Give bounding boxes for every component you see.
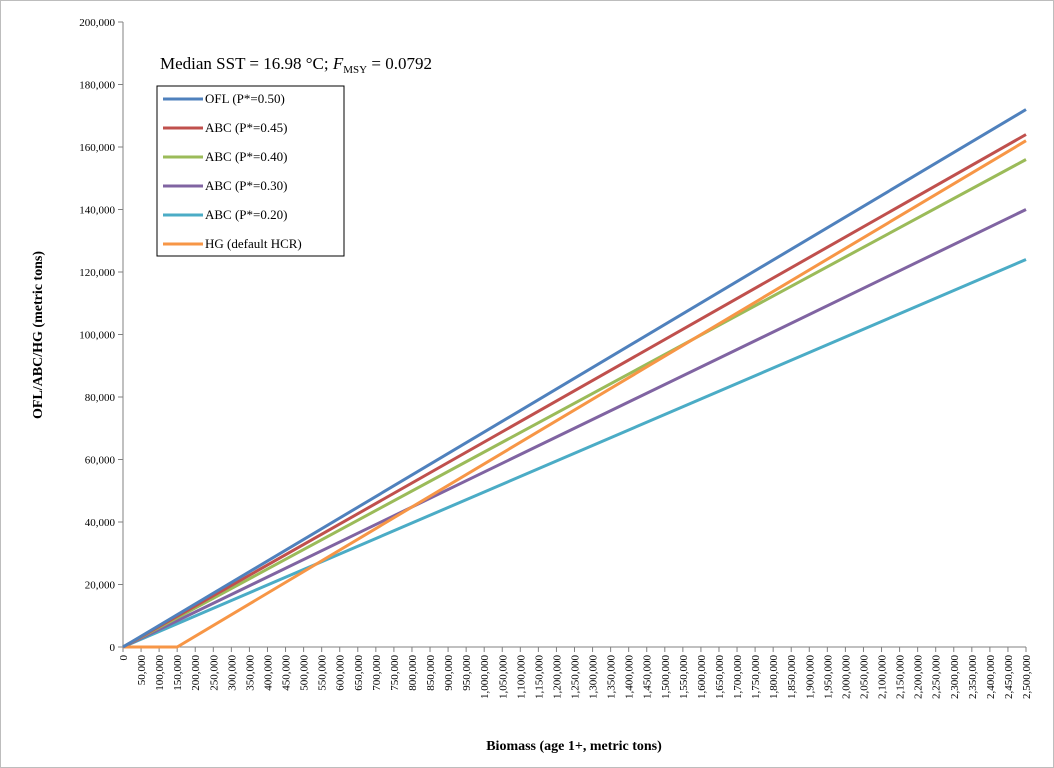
x-tick-label: 1,150,000: [533, 655, 545, 700]
y-axis-title: OFL/ABC/HG (metric tons): [31, 251, 46, 419]
x-tick-label: 600,000: [335, 655, 347, 691]
series-line-0: [122, 108, 1027, 649]
y-tick-label: 200,000: [79, 17, 115, 29]
y-tick-label: 80,000: [85, 392, 116, 404]
x-tick-label: 350,000: [244, 655, 256, 691]
legend-label: OFL (P*=0.50): [205, 91, 285, 106]
x-tick-label: 50,000: [136, 655, 148, 686]
x-tick-label: 1,100,000: [515, 655, 527, 700]
y-tick-label: 140,000: [79, 205, 115, 217]
x-tick-label: 1,500,000: [660, 655, 672, 700]
x-tick-label: 450,000: [281, 655, 293, 691]
x-axis-title: Biomass (age 1+, metric tons): [486, 739, 662, 754]
x-tick-label: 2,450,000: [1003, 655, 1015, 700]
annotation-f-label: F: [332, 54, 344, 73]
x-tick-label: 2,350,000: [967, 655, 979, 700]
x-tick-label: 650,000: [353, 655, 365, 691]
chart-annotation: Median SST = 16.98 °C; FMSY = 0.0792: [160, 54, 432, 76]
y-tick-label: 0: [110, 642, 116, 654]
y-tick-label: 120,000: [79, 267, 115, 279]
x-tick-label: 500,000: [299, 655, 311, 691]
annotation-prefix: Median SST = 16.98 °C;: [160, 54, 333, 73]
y-tick-label: 180,000: [79, 80, 115, 92]
legend-box: [156, 85, 345, 257]
x-tick-label: 1,650,000: [714, 655, 726, 700]
x-tick-label: 2,300,000: [949, 655, 961, 700]
x-tick-label: 550,000: [317, 655, 329, 691]
x-tick-label: 1,300,000: [588, 655, 600, 700]
x-tick-label: 2,400,000: [985, 655, 997, 700]
x-tick-label: 1,250,000: [570, 655, 582, 700]
x-tick-label: 800,000: [407, 655, 419, 691]
annotation-f-subscript: MSY: [343, 64, 367, 76]
y-tick-label: 160,000: [79, 142, 115, 154]
x-tick-label: 2,150,000: [895, 655, 907, 700]
series-lines: [122, 108, 1027, 649]
x-tick-label: 0: [118, 655, 130, 661]
x-tick-label: 200,000: [190, 655, 202, 691]
x-tick-label: 1,000,000: [479, 655, 491, 700]
y-tick-label: 100,000: [79, 330, 115, 342]
series-line-3: [122, 208, 1027, 649]
y-tick-label: 40,000: [85, 517, 116, 529]
series-line-1: [122, 133, 1027, 649]
x-tick-label: 300,000: [226, 655, 238, 691]
x-tick-label: 850,000: [425, 655, 437, 691]
x-tick-label: 1,700,000: [732, 655, 744, 700]
x-tick-label: 1,400,000: [624, 655, 636, 700]
x-tick-label: 400,000: [262, 655, 274, 691]
x-tick-label: 950,000: [461, 655, 473, 691]
annotation-suffix: = 0.0792: [367, 54, 432, 73]
x-tick-label: 1,550,000: [678, 655, 690, 700]
x-tick-label: 2,000,000: [840, 655, 852, 700]
y-axis-ticks: 0 20,000 40,000 60,000 80,000 100,000 120,000 1…: [79, 17, 123, 654]
x-tick-label: 1,350,000: [606, 655, 618, 700]
x-tick-label: 250,000: [208, 655, 220, 691]
x-tick-label: 900,000: [443, 655, 455, 691]
x-tick-label: 1,450,000: [642, 655, 654, 700]
x-tick-label: 1,800,000: [768, 655, 780, 700]
x-tick-label: 1,950,000: [822, 655, 834, 700]
x-tick-label: 2,100,000: [877, 655, 889, 700]
x-tick-label: 100,000: [154, 655, 166, 691]
x-tick-label: 2,050,000: [858, 655, 870, 700]
x-tick-label: 1,050,000: [497, 655, 509, 700]
x-tick-label: 2,250,000: [931, 655, 943, 700]
x-tick-label: 750,000: [389, 655, 401, 691]
legend-label: ABC (P*=0.45): [205, 120, 287, 135]
x-tick-label: 1,850,000: [786, 655, 798, 700]
x-tick-label: 1,600,000: [696, 655, 708, 700]
series-line-2: [122, 158, 1027, 649]
x-tick-label: 2,200,000: [913, 655, 925, 700]
x-tick-label: 700,000: [371, 655, 383, 691]
y-tick-label: 20,000: [85, 580, 116, 592]
series-line-4: [122, 258, 1027, 649]
x-tick-label: 1,750,000: [750, 655, 762, 700]
legend-items: OFL (P*=0.50) ABC (P*=0.45) ABC (P*=0.40) A…: [163, 91, 302, 251]
x-tick-label: 2,500,000: [1021, 655, 1033, 700]
x-tick-label: 1,900,000: [804, 655, 816, 700]
legend-label: HG (default HCR): [205, 236, 302, 251]
y-tick-label: 60,000: [85, 455, 116, 467]
x-tick-label: 150,000: [172, 655, 184, 691]
legend-label: ABC (P*=0.30): [205, 178, 287, 193]
legend-label: ABC (P*=0.20): [205, 207, 287, 222]
series-line-5: [123, 139, 1027, 649]
x-tick-label: 1,200,000: [551, 655, 563, 700]
legend: OFL (P*=0.50) ABC (P*=0.45) ABC (P*=0.40) A…: [156, 85, 345, 257]
legend-label: ABC (P*=0.40): [205, 149, 287, 164]
x-axis-ticks: 0 50,000 100,000 150,000 200,000 250,000 300,0…: [118, 647, 1033, 699]
